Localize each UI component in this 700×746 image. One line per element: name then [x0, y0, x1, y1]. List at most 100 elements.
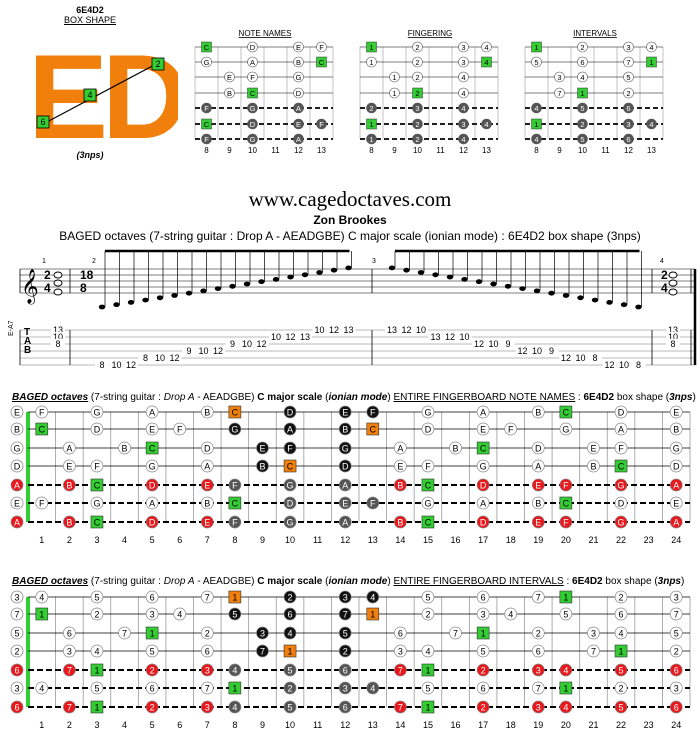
tab-note: 10	[488, 339, 498, 349]
note-label: B	[66, 480, 72, 490]
note-label: C	[563, 407, 570, 417]
mini-note-label: 1	[392, 89, 396, 98]
interval-label: 7	[343, 609, 348, 619]
tab-note-bg	[269, 332, 283, 341]
note-marker	[338, 626, 352, 640]
note-marker	[200, 405, 214, 419]
interval-label: 1	[150, 628, 155, 638]
interval-label: 1	[425, 665, 430, 675]
mini-root-label: C	[319, 58, 325, 67]
open-note-label: D	[14, 461, 21, 471]
note-marker	[145, 644, 159, 658]
mini-fret-number: 13	[317, 146, 326, 155]
note-label: G	[673, 443, 680, 453]
note-label: G	[618, 480, 625, 490]
mini-root-marker	[481, 56, 492, 68]
interval-label: 4	[232, 665, 237, 675]
note-marker	[90, 607, 104, 621]
note-marker	[283, 405, 297, 419]
staff-notehead	[127, 300, 135, 305]
note-label: C	[149, 443, 156, 453]
note-marker	[614, 626, 628, 640]
note-label: A	[342, 480, 348, 490]
tab-note-bg	[443, 332, 457, 341]
mini-note-label: A	[296, 135, 301, 144]
staff-notehead	[113, 302, 120, 308]
note-label: D	[480, 517, 487, 527]
mini-note-marker	[458, 118, 469, 130]
mini-note-marker	[412, 102, 423, 114]
note-marker	[63, 441, 76, 455]
interval-label: 3	[150, 609, 155, 619]
tab-note: 10	[314, 325, 324, 335]
note-label: F	[508, 424, 514, 434]
tab-note: 10	[155, 353, 165, 363]
note-label: F	[425, 461, 431, 471]
note-marker	[531, 590, 545, 604]
note-label: D	[149, 517, 156, 527]
interval-label: 3	[591, 628, 596, 638]
fret-number: 19	[533, 535, 543, 545]
note-marker	[559, 663, 573, 677]
mini-fret-number: 12	[294, 146, 303, 155]
mini-note-label: 4	[484, 120, 488, 129]
root-note-marker	[90, 663, 104, 677]
chord-notehead	[668, 271, 678, 279]
tab-note-bg	[109, 360, 124, 369]
tab-note-bg	[182, 346, 196, 355]
note-marker	[145, 590, 159, 604]
tab-note: 9	[505, 339, 510, 349]
root-note-marker	[283, 459, 297, 473]
note-label: C	[232, 498, 239, 508]
site-title[interactable]: www.cagedoctaves.com	[248, 187, 452, 211]
mini-note-label: 7	[626, 58, 630, 67]
note-marker	[476, 700, 490, 714]
note-label: D	[425, 424, 432, 434]
note-marker	[145, 663, 159, 677]
fret-number: 23	[644, 535, 654, 545]
mini-root-label: 4	[484, 58, 488, 67]
note-marker	[394, 626, 407, 640]
note-marker	[366, 405, 380, 419]
mini-note-marker	[412, 71, 423, 83]
interval-label: 5	[674, 628, 679, 638]
note-marker	[531, 496, 545, 510]
note-marker	[200, 644, 214, 658]
tab-clef-letter: A	[24, 336, 31, 347]
mini-note-marker	[412, 118, 423, 130]
note-label: B	[204, 407, 210, 417]
note-marker	[614, 441, 628, 455]
note-marker	[200, 681, 214, 695]
mini-note-label: F	[319, 120, 324, 129]
mini-note-label: E	[296, 43, 301, 52]
open-note-marker	[10, 459, 24, 473]
mini-note-label: B	[227, 89, 232, 98]
mini-note-label: 3	[557, 73, 561, 82]
note-label: D	[480, 480, 487, 490]
mini-note-marker	[458, 56, 469, 68]
interval-label: 7	[67, 665, 72, 675]
staff-notehead	[98, 304, 106, 310]
note-marker	[614, 590, 628, 604]
note-label: A	[673, 480, 679, 490]
note-label: E	[397, 461, 403, 471]
interval-label: 3	[67, 646, 72, 656]
tab-note-bg	[211, 346, 225, 355]
logo-marker-2	[151, 57, 165, 71]
tab-note-bg	[666, 325, 680, 334]
note-marker	[366, 681, 380, 695]
note-label: G	[480, 461, 487, 471]
note-marker	[228, 663, 242, 677]
mini-note-label: G	[250, 104, 256, 113]
note-marker	[145, 405, 159, 419]
note-marker	[421, 644, 435, 658]
mini-note-marker	[247, 41, 258, 53]
open-note-label: E	[14, 498, 20, 508]
chord-notehead	[668, 288, 678, 296]
note-marker	[669, 515, 683, 529]
interval-label: 3	[205, 665, 210, 675]
interval-label: 2	[619, 592, 624, 602]
root-note-marker	[366, 607, 380, 621]
mini-note-label: F	[204, 135, 209, 144]
interval-label: 5	[288, 702, 293, 712]
